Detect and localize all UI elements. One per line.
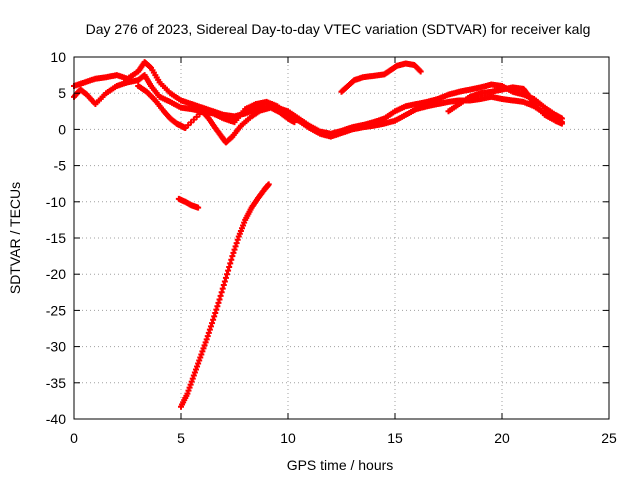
- data-point-marker: [232, 243, 239, 250]
- data-point-marker: [417, 68, 424, 75]
- y-tick-label: -35: [46, 375, 66, 391]
- y-tick-label: 10: [50, 49, 66, 65]
- y-tick-label: -5: [54, 158, 67, 174]
- data-point-marker: [219, 285, 226, 292]
- data-point-marker: [225, 267, 232, 274]
- data-point-marker: [184, 390, 191, 397]
- grid-layer: [74, 57, 609, 419]
- data-point-marker: [188, 378, 195, 385]
- data-point-marker: [226, 263, 233, 270]
- series-track-5-lower-right-branches: [445, 84, 565, 127]
- y-tick-label: -30: [46, 339, 66, 355]
- data-point-marker: [215, 299, 222, 306]
- data-point-marker: [200, 345, 207, 352]
- data-point-marker: [217, 292, 224, 299]
- data-point-marker: [195, 204, 202, 211]
- data-point-marker: [190, 372, 197, 379]
- data-point-marker: [228, 256, 235, 263]
- data-point-marker: [196, 357, 203, 364]
- data-point-marker: [201, 342, 208, 349]
- data-point-marker: [206, 326, 213, 333]
- data-point-marker: [204, 333, 211, 340]
- data-point-marker: [212, 310, 219, 317]
- data-point-marker: [227, 260, 234, 267]
- data-point-marker: [231, 246, 238, 253]
- data-point-marker: [203, 336, 210, 343]
- x-axis-label: GPS time / hours: [287, 457, 394, 473]
- data-point-marker: [205, 329, 212, 336]
- data-point-marker: [558, 120, 565, 127]
- data-point-marker: [234, 236, 241, 243]
- y-axis-label: SDTVAR / TECUs: [7, 182, 23, 294]
- x-tick-label: 0: [70, 430, 78, 446]
- x-tick-label: 20: [494, 430, 510, 446]
- x-tick-label: 15: [387, 430, 403, 446]
- y-tick-label: 0: [58, 121, 66, 137]
- data-point-marker: [229, 253, 236, 260]
- series-track-6-small-segment: [175, 195, 202, 211]
- y-tick-label: 5: [58, 85, 66, 101]
- data-point-marker: [197, 354, 204, 361]
- y-tick-label: -20: [46, 266, 66, 282]
- data-point-marker: [209, 320, 216, 327]
- data-point-marker: [218, 289, 225, 296]
- x-tick-label: 5: [177, 430, 185, 446]
- data-point-marker: [291, 119, 298, 126]
- data-point-marker: [185, 387, 192, 394]
- y-tick-label: -25: [46, 302, 66, 318]
- axis-ticks: 0 5 10 15 20 25 -40 -35 -30 -25 -20 -15 -10 -5 0 5 10: [46, 49, 617, 446]
- data-point-marker: [224, 271, 231, 278]
- data-point-marker: [233, 240, 240, 247]
- data-point-marker: [213, 306, 220, 313]
- data-point-marker: [192, 366, 199, 373]
- chart-title: Day 276 of 2023, Sidereal Day-to-day VTE…: [86, 21, 591, 37]
- y-tick-label: -10: [46, 194, 66, 210]
- series-track-7-steep-rise: [178, 181, 272, 410]
- data-points: [71, 59, 565, 410]
- data-point-marker: [195, 360, 202, 367]
- series-track-3-dip: [135, 82, 298, 146]
- data-point-marker: [199, 348, 206, 355]
- data-point-marker: [198, 351, 205, 358]
- data-point-marker: [220, 282, 227, 289]
- x-tick-label: 25: [601, 430, 617, 446]
- data-point-marker: [230, 249, 237, 256]
- data-point-marker: [216, 296, 223, 303]
- data-point-marker: [207, 323, 214, 330]
- y-tick-label: -15: [46, 230, 66, 246]
- data-point-marker: [186, 384, 193, 391]
- y-tick-label: -40: [46, 411, 66, 427]
- data-point-marker: [189, 375, 196, 382]
- series-track-4-upper-middle: [338, 60, 424, 95]
- data-point-marker: [210, 316, 217, 323]
- data-point-marker: [194, 363, 201, 370]
- data-point-marker: [214, 303, 221, 310]
- x-tick-label: 10: [280, 430, 296, 446]
- data-point-marker: [265, 181, 272, 188]
- data-point-marker: [211, 313, 218, 320]
- data-point-marker: [187, 381, 194, 388]
- data-point-marker: [202, 339, 209, 346]
- data-point-marker: [191, 369, 198, 376]
- data-point-marker: [222, 274, 229, 281]
- data-point-marker: [221, 278, 228, 285]
